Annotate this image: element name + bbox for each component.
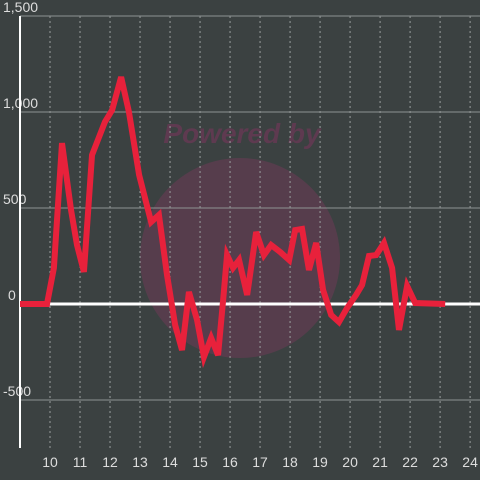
- data-line: [20, 76, 446, 369]
- x-tick-label: 16: [222, 454, 238, 470]
- x-tick-label: 13: [132, 454, 148, 470]
- x-tick-label: 11: [73, 454, 88, 470]
- x-tick-label: 18: [282, 454, 298, 470]
- watermark: Powered by: [163, 118, 322, 149]
- y-tick-label: 0: [8, 287, 16, 303]
- x-tick-label: 12: [102, 454, 118, 470]
- x-tick-label: 10: [42, 454, 58, 470]
- y-tick-label: -500: [3, 383, 31, 399]
- y-tick-label: 1,500: [3, 0, 38, 15]
- x-tick-label: 19: [312, 454, 328, 470]
- x-tick-label: 14: [162, 454, 178, 470]
- x-tick-label: 24: [462, 454, 478, 470]
- x-tick-label: 15: [192, 454, 208, 470]
- y-tick-label: 500: [3, 191, 27, 207]
- x-tick-label: 21: [372, 454, 388, 470]
- x-tick-label: 23: [432, 454, 448, 470]
- x-tick-label: 20: [342, 454, 358, 470]
- x-tick-label: 22: [402, 454, 418, 470]
- x-tick-label: 17: [252, 454, 268, 470]
